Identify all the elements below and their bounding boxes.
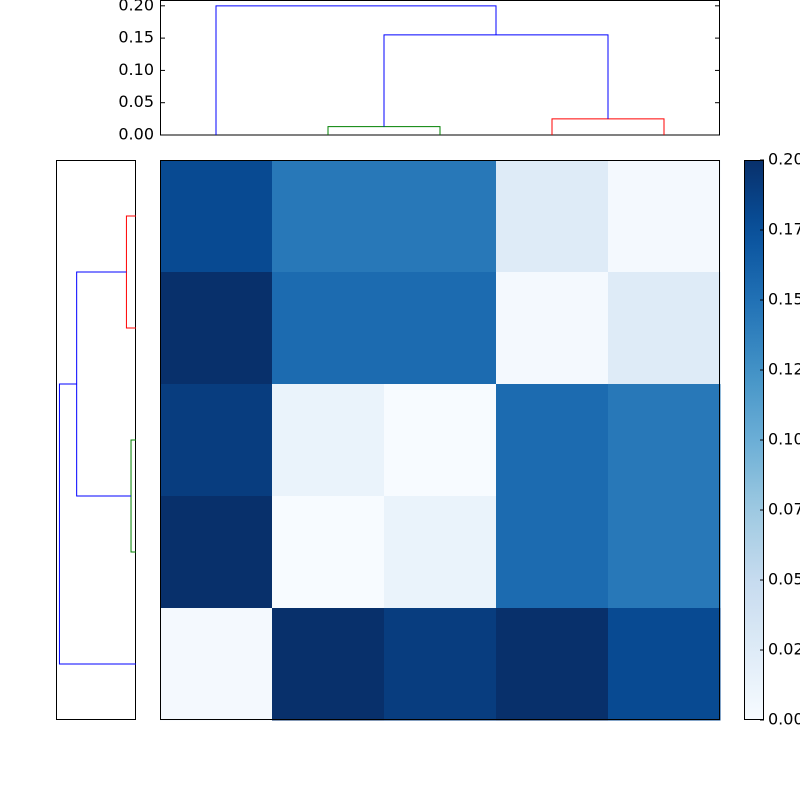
heatmap-cell	[384, 496, 497, 609]
heatmap-cell	[160, 608, 273, 721]
heatmap-cell	[384, 384, 497, 497]
heatmap-cell	[496, 496, 609, 609]
heatmap-cell	[160, 272, 273, 385]
heatmap-cell	[608, 160, 721, 273]
axes-frame	[160, 160, 720, 720]
dendrogram-link	[76, 271, 132, 497]
y-tick-label: 0.10	[118, 60, 154, 79]
axes-frame	[160, 0, 720, 136]
heatmap-cell	[272, 384, 385, 497]
colorbar-tick-label: 0.150	[768, 290, 800, 309]
colorbar-tick-label: 0.000	[768, 710, 800, 729]
heatmap-cell	[496, 160, 609, 273]
y-tick-label: 0.20	[118, 0, 154, 14]
heatmap-cell	[496, 608, 609, 721]
heatmap-cell	[608, 384, 721, 497]
dendrogram-link	[327, 126, 441, 135]
heatmap-cell	[272, 160, 385, 273]
heatmap-cell	[384, 272, 497, 385]
colorbar-tick-label: 0.075	[768, 500, 800, 519]
heatmap-cell	[160, 384, 273, 497]
y-tick-label: 0.00	[118, 125, 154, 144]
axes-frame	[56, 160, 136, 720]
heatmap-cell	[608, 496, 721, 609]
dendrogram-link	[125, 215, 136, 329]
heatmap-cell	[608, 272, 721, 385]
heatmap-cell	[272, 608, 385, 721]
dendrogram-link	[551, 118, 665, 135]
dendrogram-link	[58, 383, 136, 665]
colorbar-tick-label: 0.050	[768, 570, 800, 589]
heatmap-cell	[272, 496, 385, 609]
colorbar-tick-label: 0.025	[768, 640, 800, 659]
dendrogram-link	[215, 5, 497, 135]
heatmap-cell	[496, 272, 609, 385]
colorbar-tick-label: 0.200	[768, 150, 800, 169]
heatmap-cell	[384, 608, 497, 721]
heatmap-cell	[160, 160, 273, 273]
heatmap-cell	[160, 496, 273, 609]
y-tick-label: 0.15	[118, 28, 154, 47]
colorbar-tick-label: 0.175	[768, 220, 800, 239]
y-tick-label: 0.05	[118, 92, 154, 111]
colorbar-tick-label: 0.100	[768, 430, 800, 449]
heatmap-cell	[384, 160, 497, 273]
heatmap-cell	[608, 608, 721, 721]
colorbar-tick-label: 0.125	[768, 360, 800, 379]
heatmap-cell	[272, 272, 385, 385]
heatmap-cell	[496, 384, 609, 497]
dendrogram-link	[383, 34, 609, 127]
